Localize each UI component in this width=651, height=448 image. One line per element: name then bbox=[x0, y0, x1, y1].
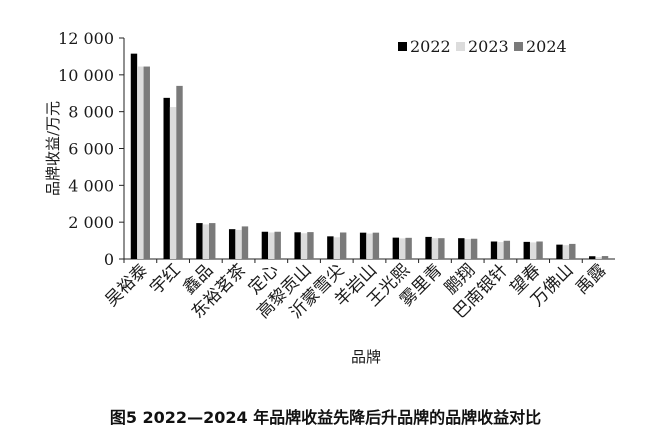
bar-2022-10 bbox=[458, 238, 465, 259]
bar-2023-2 bbox=[202, 224, 210, 259]
bar-2022-2 bbox=[196, 223, 203, 259]
bar-2024-8 bbox=[405, 237, 412, 259]
y-ticks: 0 2 000 4 000 6 000 8 000 10 000 12 000 bbox=[58, 29, 124, 269]
bar-2022-11 bbox=[490, 241, 498, 259]
bar-2022-4 bbox=[261, 231, 269, 259]
x-tick-label: 宇红 bbox=[146, 260, 184, 298]
y-tick-label: 0 bbox=[104, 250, 114, 269]
legend-label-2022: 2022 bbox=[410, 37, 451, 56]
bar-chart-svg: 0 2 000 4 000 6 000 8 000 10 000 12 000 吴裕泰宇红鑫… bbox=[44, 29, 615, 366]
legend-swatch-2024 bbox=[514, 42, 523, 51]
bar-2022-3 bbox=[228, 229, 236, 259]
x-tick-label: 禹露 bbox=[572, 260, 610, 298]
bar-2024-12 bbox=[536, 241, 543, 259]
y-tick-label: 6 000 bbox=[68, 140, 114, 159]
bar-2023-5 bbox=[300, 233, 308, 259]
bar-2022-14 bbox=[589, 256, 596, 259]
bar-2023-9 bbox=[431, 238, 439, 259]
x-axis-label: 品牌 bbox=[351, 348, 381, 366]
bar-2022-7 bbox=[359, 232, 367, 259]
legend: 2022 2023 2024 bbox=[398, 37, 567, 56]
bar-2023-4 bbox=[268, 232, 275, 259]
bar-2024-7 bbox=[372, 232, 380, 259]
figure-caption: 图5 2022—2024 年品牌收益先降后升品牌的品牌收益对比 bbox=[109, 408, 542, 427]
bar-2023-13 bbox=[562, 245, 570, 259]
bar-2024-4 bbox=[274, 231, 281, 259]
legend-swatch-2022 bbox=[398, 42, 407, 51]
bar-2024-2 bbox=[209, 223, 216, 259]
legend-swatch-2023 bbox=[456, 42, 465, 51]
bar-2022-9 bbox=[425, 236, 432, 259]
bar-2024-11 bbox=[503, 240, 511, 259]
bar-2022-12 bbox=[523, 241, 530, 259]
bar-2023-10 bbox=[464, 239, 471, 259]
y-tick-label: 2 000 bbox=[68, 213, 114, 232]
bar-2024-0 bbox=[143, 66, 150, 259]
bar-2022-5 bbox=[294, 232, 301, 259]
bar-2024-10 bbox=[470, 238, 478, 259]
bar-2024-5 bbox=[307, 232, 314, 259]
bar-2022-8 bbox=[392, 237, 400, 259]
y-axis-label: 品牌收益/万元 bbox=[44, 101, 62, 196]
bar-2023-6 bbox=[333, 237, 340, 259]
legend-label-2023: 2023 bbox=[468, 37, 509, 56]
bar-2023-7 bbox=[366, 233, 373, 259]
y-tick-label: 12 000 bbox=[58, 29, 114, 48]
legend-label-2024: 2024 bbox=[526, 37, 567, 56]
bars bbox=[123, 53, 609, 263]
bar-2022-0 bbox=[130, 53, 138, 259]
y-tick-label: 4 000 bbox=[68, 176, 114, 195]
bar-2023-0 bbox=[137, 66, 144, 259]
bar-2024-3 bbox=[241, 226, 249, 259]
bar-2022-6 bbox=[327, 236, 334, 259]
bar-2024-13 bbox=[569, 243, 576, 259]
bar-2023-14 bbox=[595, 257, 602, 259]
bar-2023-3 bbox=[235, 229, 242, 259]
y-tick-label: 10 000 bbox=[58, 66, 114, 85]
x-tick-labels: 吴裕泰宇红鑫品东裕茗茶定心高黎贡山沂蒙雪尖羊岩山王光熙雾里青鹏翔巴南银针望春万佛… bbox=[102, 260, 610, 322]
bar-2022-1 bbox=[163, 97, 170, 260]
bar-2024-1 bbox=[176, 85, 183, 259]
bar-2024-6 bbox=[339, 232, 347, 259]
bar-2024-14 bbox=[601, 256, 609, 259]
y-tick-label: 8 000 bbox=[68, 103, 114, 122]
bar-2023-1 bbox=[169, 107, 177, 259]
bar-2023-11 bbox=[497, 242, 504, 259]
bar-2022-13 bbox=[556, 244, 563, 259]
bar-2023-8 bbox=[399, 238, 406, 259]
bar-2023-12 bbox=[529, 242, 537, 259]
bar-2024-9 bbox=[438, 238, 445, 259]
